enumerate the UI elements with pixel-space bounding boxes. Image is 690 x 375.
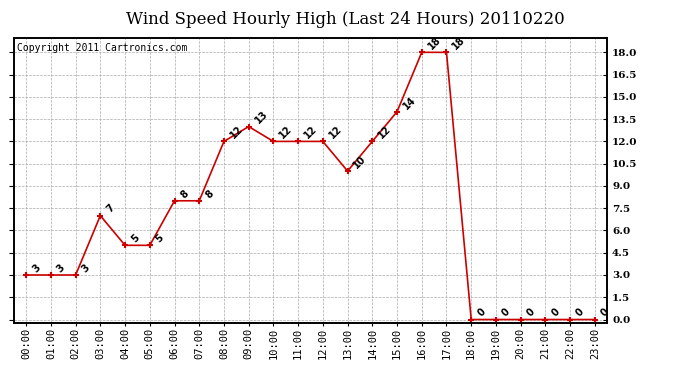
Text: 7: 7: [104, 203, 117, 215]
Text: 18: 18: [451, 35, 467, 52]
Text: 0: 0: [599, 307, 611, 319]
Text: 0: 0: [475, 307, 487, 319]
Text: 12: 12: [228, 124, 245, 141]
Text: 5: 5: [129, 233, 141, 244]
Text: 13: 13: [253, 109, 270, 126]
Text: Copyright 2011 Cartronics.com: Copyright 2011 Cartronics.com: [17, 43, 187, 53]
Text: 0: 0: [549, 307, 562, 319]
Text: 8: 8: [179, 188, 190, 200]
Text: 10: 10: [352, 154, 368, 170]
Text: 14: 14: [401, 94, 418, 111]
Text: 8: 8: [204, 188, 215, 200]
Text: 12: 12: [302, 124, 319, 141]
Text: 12: 12: [327, 124, 344, 141]
Text: 0: 0: [500, 307, 512, 319]
Text: 5: 5: [154, 233, 166, 244]
Text: Wind Speed Hourly High (Last 24 Hours) 20110220: Wind Speed Hourly High (Last 24 Hours) 2…: [126, 11, 564, 28]
Text: 12: 12: [277, 124, 294, 141]
Text: 3: 3: [55, 262, 67, 274]
Text: 0: 0: [525, 307, 537, 319]
Text: 3: 3: [30, 262, 42, 274]
Text: 0: 0: [574, 307, 586, 319]
Text: 12: 12: [377, 124, 393, 141]
Text: 18: 18: [426, 35, 442, 52]
Text: 3: 3: [80, 262, 92, 274]
